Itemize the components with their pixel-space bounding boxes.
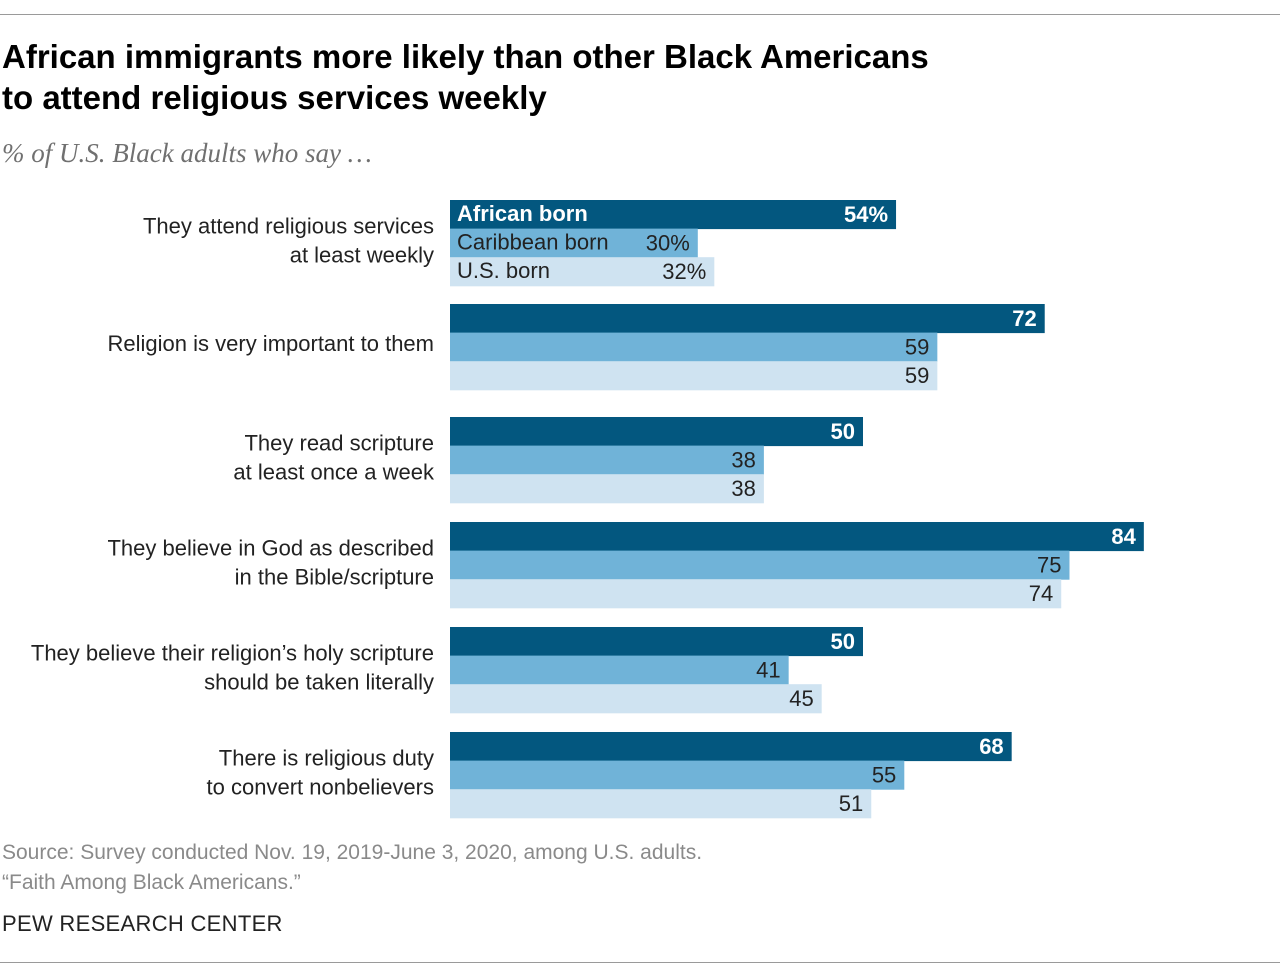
title-line-1: African immigrants more likely than othe… [2, 38, 929, 75]
bar-u-s-born [450, 474, 764, 504]
bar-u-s-born [450, 684, 822, 714]
data-label: 84 [1111, 524, 1136, 549]
bar-u-s-born [450, 257, 715, 287]
category-label: in the Bible/scripture [235, 564, 434, 589]
data-label: 68 [979, 734, 1003, 759]
bar-african-born [450, 200, 897, 230]
data-label: 59 [905, 363, 929, 388]
bar-african-born [450, 627, 863, 657]
category-label: They attend religious services [143, 213, 434, 238]
data-label: 41 [756, 658, 780, 683]
title-line-2: to attend religious services weekly [2, 79, 547, 116]
data-label: 38 [731, 476, 755, 501]
legend-label: African born [457, 201, 588, 226]
category-label: to convert nonbelievers [207, 774, 434, 799]
bar-u-s-born [450, 789, 872, 819]
legend-label: U.S. born [457, 258, 550, 283]
data-label: 50 [831, 629, 855, 654]
bar-african-born [450, 304, 1045, 334]
bar-u-s-born [450, 361, 938, 391]
data-label: 50 [831, 419, 855, 444]
bar-caribbean-born [450, 550, 1070, 580]
data-label: 59 [905, 335, 929, 360]
data-label: 74 [1029, 581, 1053, 606]
data-label: 75 [1037, 553, 1061, 578]
source-line-1: Source: Survey conducted Nov. 19, 2019-J… [2, 841, 703, 864]
category-label: at least weekly [290, 242, 434, 267]
bar-caribbean-born [450, 332, 938, 362]
bar-caribbean-born [450, 760, 905, 790]
category-label: There is religious duty [219, 745, 434, 770]
data-label: 51 [839, 791, 863, 816]
source-line-2: “Faith Among Black Americans.” [2, 871, 301, 894]
bar-african-born [450, 417, 863, 447]
bar-caribbean-born [450, 655, 789, 685]
chart-title: African immigrants more likely than othe… [2, 36, 929, 118]
bar-caribbean-born [450, 228, 698, 258]
bar-african-born [450, 522, 1144, 552]
data-label: 55 [872, 763, 896, 788]
data-label: 45 [789, 686, 813, 711]
data-label: 32% [662, 259, 706, 284]
category-label: They read scripture [244, 430, 434, 455]
chart-subtitle: % of U.S. Black adults who say … [2, 138, 372, 168]
data-label: 38 [731, 448, 755, 473]
category-label: at least once a week [233, 459, 435, 484]
bar-african-born [450, 732, 1012, 762]
data-label: 54% [844, 202, 888, 227]
bar-u-s-born [450, 579, 1062, 609]
legend-label: Caribbean born [457, 230, 609, 255]
source-note: Source: Survey conducted Nov. 19, 2019-J… [2, 838, 702, 898]
top-rule [0, 14, 1280, 15]
organization-name: PEW RESEARCH CENTER [2, 911, 283, 936]
data-label: 72 [1012, 306, 1036, 331]
bar-caribbean-born [450, 445, 764, 475]
bottom-rule [0, 962, 1280, 963]
category-label: Religion is very important to them [108, 331, 434, 356]
category-label: should be taken literally [204, 669, 434, 694]
data-label: 30% [646, 231, 690, 256]
category-label: They believe their religion’s holy scrip… [31, 640, 434, 665]
category-label: They believe in God as described [107, 535, 434, 560]
